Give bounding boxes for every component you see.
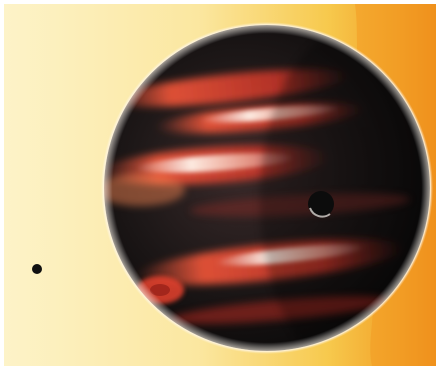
gas-giant	[101, 22, 433, 354]
atmosphere-rim	[101, 22, 433, 354]
large-moon	[308, 191, 334, 218]
distant-moon	[32, 264, 42, 274]
